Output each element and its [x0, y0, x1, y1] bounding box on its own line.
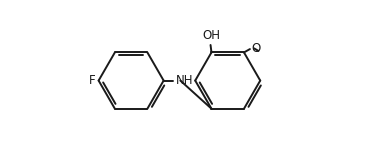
Text: F: F: [89, 74, 96, 87]
Text: OH: OH: [202, 29, 220, 42]
Text: NH: NH: [176, 74, 193, 87]
Text: O: O: [251, 42, 260, 55]
